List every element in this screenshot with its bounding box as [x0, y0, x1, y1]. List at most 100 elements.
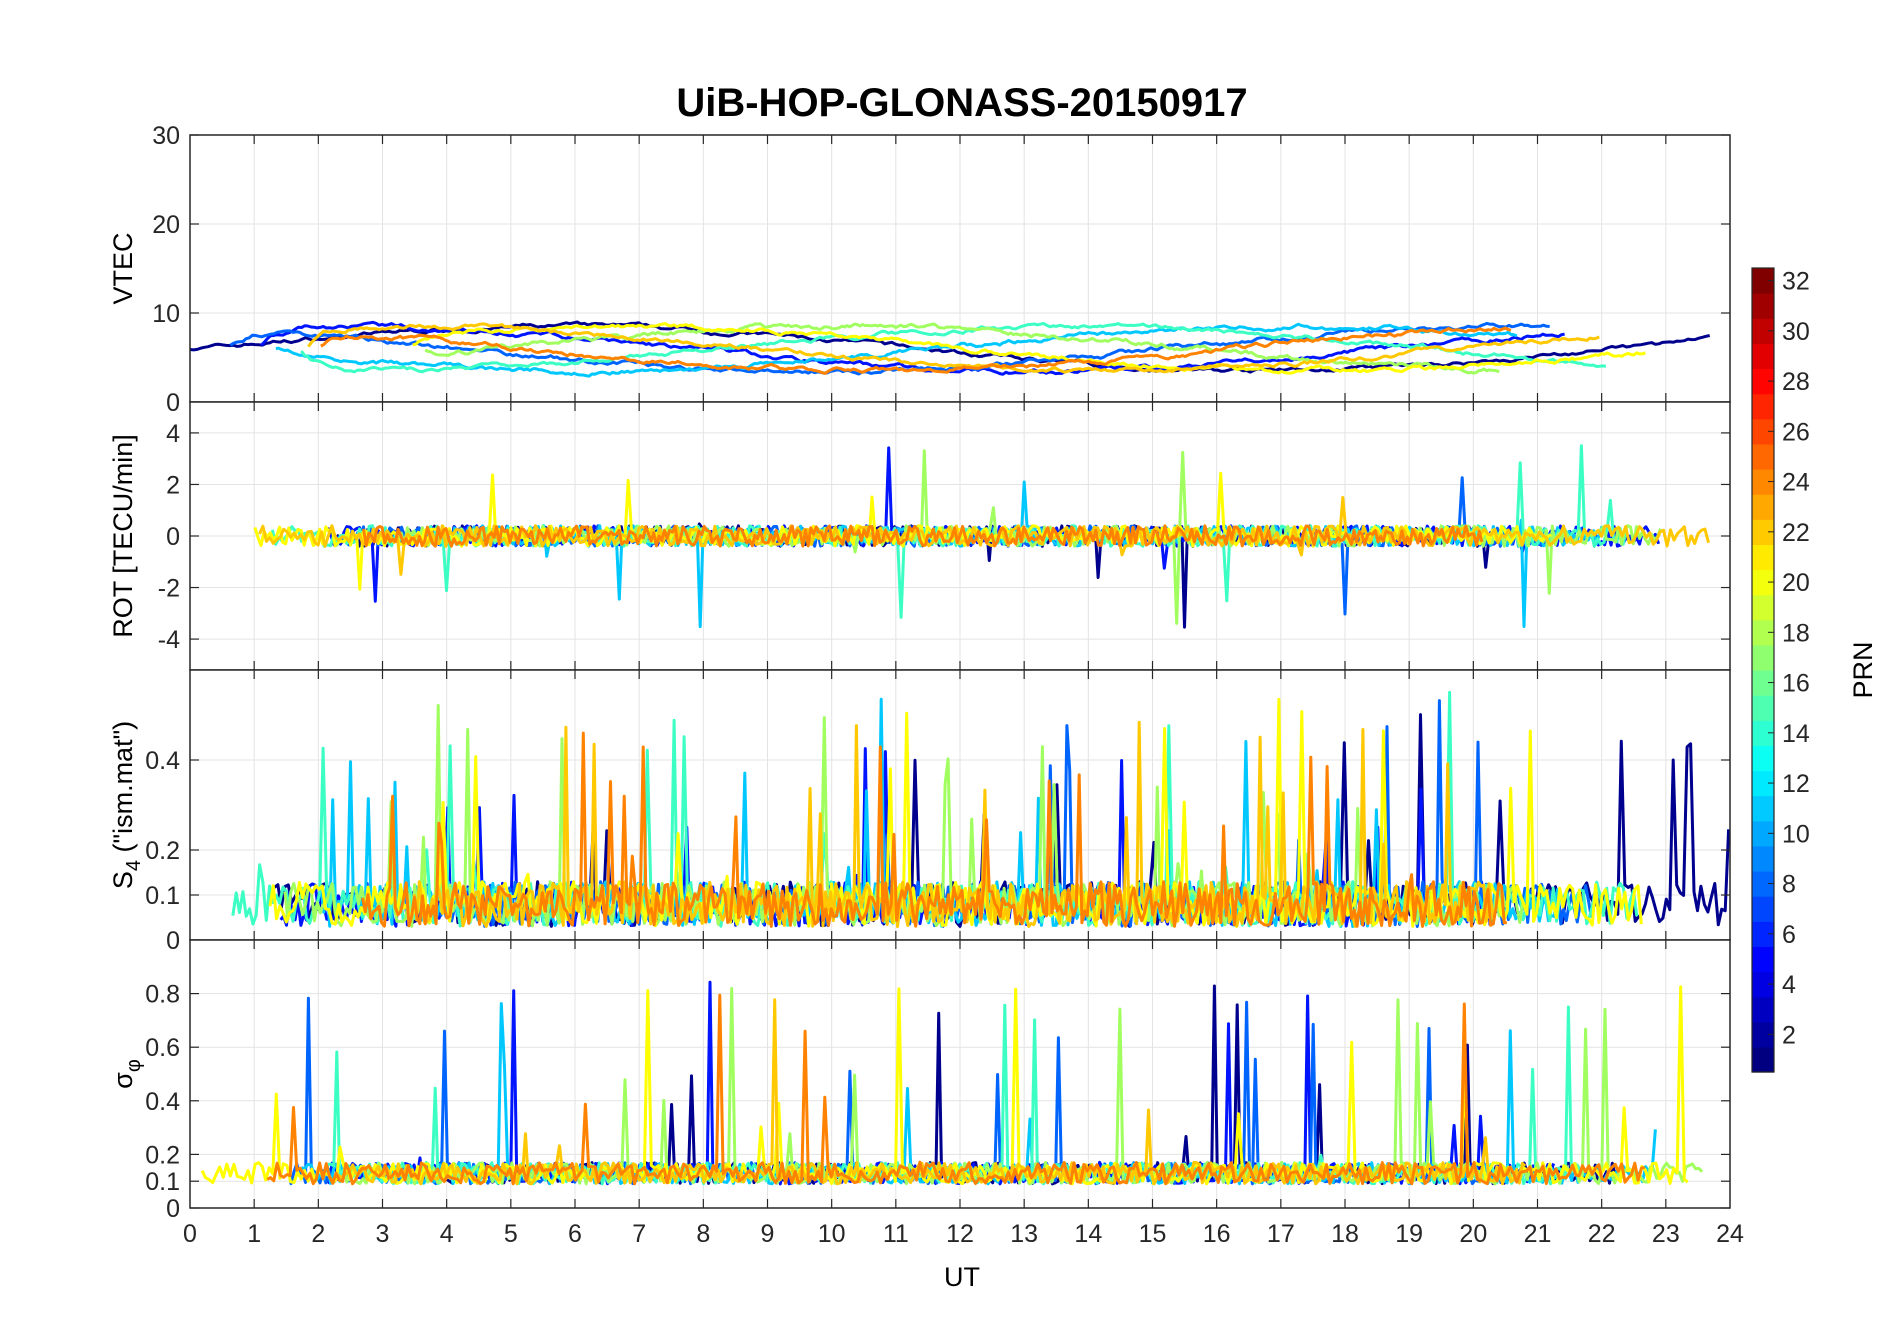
colorbar-tick-label: 12 [1782, 770, 1810, 798]
x-axis: 0 1 2 3 4 5 6 7 8 9 10 11 12 13 14 15 16 17 18 19 20 21 22 23 24 [183, 1220, 1744, 1248]
y-tick-label: 0 [166, 523, 180, 551]
colorbar-swatch [1752, 745, 1774, 772]
x-tick-label: 16 [1203, 1220, 1231, 1248]
colorbar-swatch [1752, 921, 1774, 947]
y-tick-label: 0.4 [145, 1088, 180, 1116]
x-tick-label: 24 [1716, 1220, 1744, 1248]
colorbar-swatch [1752, 469, 1774, 495]
colorbar-tick-label: 20 [1782, 569, 1810, 597]
colorbar-tick-label: 14 [1782, 720, 1810, 748]
x-tick-label: 15 [1139, 1220, 1167, 1248]
colorbar-tick-label: 28 [1782, 368, 1810, 396]
series-line-vtec-5 [300, 322, 1607, 374]
colorbar-swatch [1752, 1046, 1774, 1073]
colorbar-swatch [1752, 996, 1774, 1023]
panel-rot: -4 -2 0 2 4 ROT [TECU/min] [108, 401, 1731, 671]
series-line-vtec-7 [412, 322, 1647, 375]
colorbar-frame [1751, 267, 1775, 1073]
colorbar-label: PRN [1848, 641, 1878, 698]
y-tick-label: 0 [166, 927, 180, 955]
colorbar-swatch [1752, 343, 1774, 370]
series-line-sigphi-9 [266, 993, 1646, 1186]
x-tick-label: 9 [761, 1220, 775, 1248]
colorbar-tick-label: 8 [1782, 871, 1796, 899]
colorbar-swatch [1752, 418, 1774, 445]
y-tick-label: 0.2 [145, 837, 180, 865]
colorbar-swatch [1752, 393, 1774, 420]
colorbar-swatch [1752, 946, 1774, 973]
y-tick-label: 30 [152, 122, 180, 150]
y-tick-label: 4 [166, 420, 180, 448]
y-tick-label: 0.2 [145, 1141, 180, 1169]
colorbar-swatch [1752, 594, 1774, 621]
colorbar-swatch [1752, 494, 1774, 520]
panel-sigphi: 00.10.2 0.4 0.6 0.8 σφ [108, 939, 1731, 1223]
colorbar-tick-label: 26 [1782, 418, 1810, 446]
colorbar-tick-label: 22 [1782, 519, 1810, 547]
y-tick-label: 0.6 [145, 1034, 180, 1062]
series-line-rot-9 [362, 524, 1484, 548]
colorbar-swatch [1752, 368, 1774, 395]
x-tick-label: 3 [376, 1220, 390, 1248]
colorbar-swatch [1752, 695, 1774, 721]
x-tick-label: 14 [1074, 1220, 1102, 1248]
chart-title: UiB-HOP-GLONASS-20150917 [676, 81, 1247, 125]
series-line-vtec-2 [260, 320, 1565, 376]
colorbar-swatch [1752, 971, 1774, 998]
colorbar-tick-label: 16 [1782, 670, 1810, 698]
colorbar-swatch [1752, 293, 1774, 319]
colorbar-swatch [1752, 871, 1774, 897]
y-tick-label: 20 [152, 211, 180, 239]
colorbar-swatch [1752, 443, 1774, 470]
x-tick-label: 4 [440, 1220, 454, 1248]
colorbar-tick-label: 24 [1782, 469, 1810, 497]
x-tick-label: 5 [504, 1220, 518, 1248]
y-tick-label: 0 [166, 389, 180, 417]
colorbar-swatch [1752, 795, 1774, 822]
x-tick-label: 2 [311, 1220, 325, 1248]
colorbar-swatch [1752, 569, 1774, 596]
colorbar-tick-label: 18 [1782, 619, 1810, 647]
y-tick-label: -2 [158, 575, 180, 603]
colorbar-tick-label: 2 [1782, 1021, 1796, 1049]
colorbar-swatch [1752, 619, 1774, 646]
x-tick-label: 10 [818, 1220, 846, 1248]
colorbar-swatch [1752, 318, 1774, 344]
colorbar-swatch [1752, 1021, 1774, 1048]
colorbar-tick-label: 6 [1782, 921, 1796, 949]
colorbar-tick-label: 30 [1782, 318, 1810, 346]
colorbar-swatch [1752, 519, 1774, 545]
x-tick-label: 13 [1010, 1220, 1038, 1248]
colorbar-swatch [1752, 544, 1774, 571]
y-axis-label-s4: S4 ("ism.mat") [108, 721, 145, 889]
y-axis-label-sigphi: σφ [108, 1059, 145, 1089]
series-line-s4-9 [361, 731, 1508, 928]
colorbar-tick-label: 10 [1782, 820, 1810, 848]
y-tick-label: -4 [158, 626, 180, 654]
colorbar-swatch [1752, 820, 1774, 847]
x-tick-label: 18 [1331, 1220, 1359, 1248]
x-tick-label: 8 [696, 1220, 710, 1248]
x-tick-label: 7 [632, 1220, 646, 1248]
y-axis-label-vtec: VTEC [108, 232, 138, 304]
y-tick-label: 0.8 [145, 981, 180, 1009]
colorbar-swatch [1752, 268, 1774, 294]
colorbar-swatch [1752, 896, 1774, 922]
panel-s4: 0 0.1 0.2 0.4S4 ("ism.mat") [108, 669, 1731, 955]
series-line-vtec-4 [275, 322, 1518, 378]
x-tick-label: 21 [1524, 1220, 1552, 1248]
panel-vtec: 0 10 20 30 VTEC [108, 122, 1731, 417]
y-tick-label: 0.1 [145, 1168, 180, 1196]
colorbar-swatch [1752, 670, 1774, 696]
series-line-vtec-8 [307, 322, 1600, 374]
colorbar-swatch [1752, 644, 1774, 671]
x-tick-label: 19 [1395, 1220, 1423, 1248]
x-tick-label: 22 [1588, 1220, 1616, 1248]
x-tick-label: 12 [946, 1220, 974, 1248]
y-tick-label: 0 [166, 1195, 180, 1223]
x-axis-label: UT [944, 1262, 980, 1292]
y-tick-label: 2 [166, 471, 180, 499]
x-tick-label: 23 [1652, 1220, 1680, 1248]
